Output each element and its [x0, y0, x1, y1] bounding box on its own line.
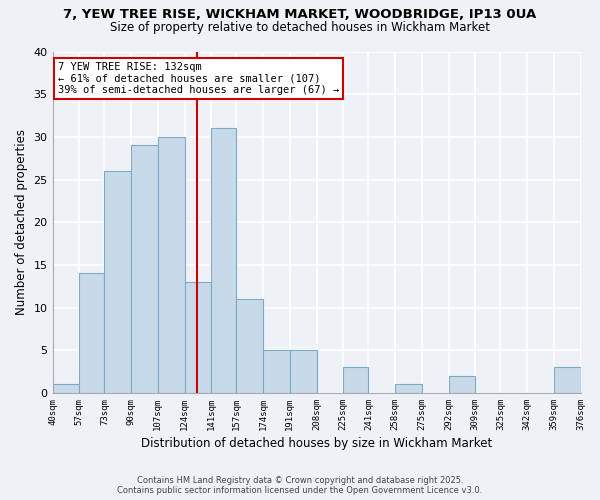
Bar [263, 350, 290, 393]
Bar [236, 299, 263, 393]
Bar [79, 274, 104, 393]
Bar [449, 376, 475, 393]
Bar [554, 368, 581, 393]
Bar [104, 171, 131, 393]
Text: Contains HM Land Registry data © Crown copyright and database right 2025.
Contai: Contains HM Land Registry data © Crown c… [118, 476, 482, 495]
Bar [158, 137, 185, 393]
Bar [131, 146, 158, 393]
Bar [290, 350, 317, 393]
Bar [395, 384, 422, 393]
Text: 7 YEW TREE RISE: 132sqm
← 61% of detached houses are smaller (107)
39% of semi-d: 7 YEW TREE RISE: 132sqm ← 61% of detache… [58, 62, 339, 95]
Bar [53, 384, 79, 393]
Bar [185, 282, 211, 393]
X-axis label: Distribution of detached houses by size in Wickham Market: Distribution of detached houses by size … [141, 437, 492, 450]
Text: Size of property relative to detached houses in Wickham Market: Size of property relative to detached ho… [110, 21, 490, 34]
Y-axis label: Number of detached properties: Number of detached properties [15, 129, 28, 315]
Text: 7, YEW TREE RISE, WICKHAM MARKET, WOODBRIDGE, IP13 0UA: 7, YEW TREE RISE, WICKHAM MARKET, WOODBR… [64, 8, 536, 20]
Bar [343, 368, 368, 393]
Bar [211, 128, 236, 393]
